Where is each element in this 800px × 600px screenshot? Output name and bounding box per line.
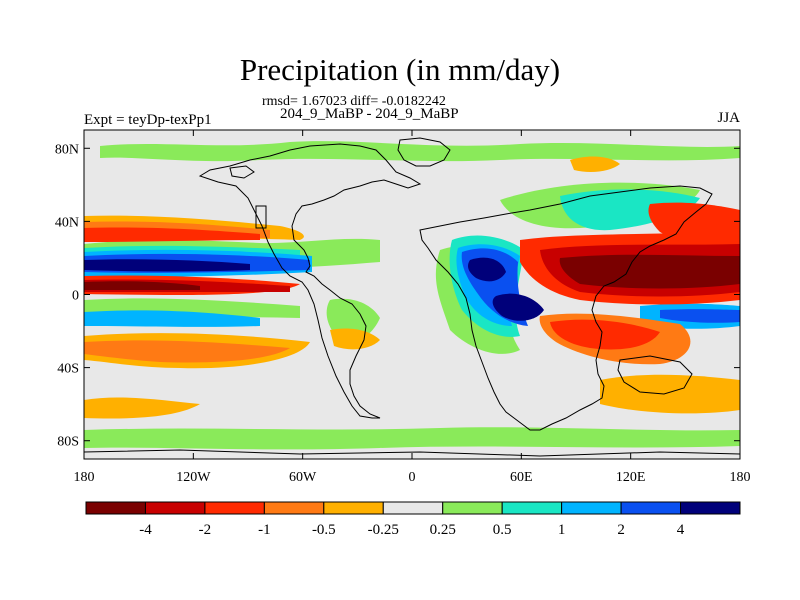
colorbar-swatch: [263, 501, 325, 515]
precip-blob-nw-pacific-red: [648, 202, 740, 249]
precip-blob-asia-darkestred: [559, 254, 740, 289]
lat-axis: 80N 40N 0 40S 80S: [55, 142, 740, 450]
precip-blob-indian-navy: [492, 293, 544, 321]
lon-tick-label: 60E: [510, 470, 533, 485]
map-panel: 80N 40N 0 40S 80S 180 120W 60W 0 60E 120E 180: [55, 129, 751, 485]
precip-band-s-atlantic-yellow: [330, 328, 380, 350]
precip-band-n-pacific-red: [84, 227, 260, 242]
colorbar-swatch: [144, 501, 206, 515]
colorbar-swatch: [323, 501, 384, 515]
lon-tick-label: 120W: [176, 470, 211, 485]
precip-band-e-pacific-navy: [84, 259, 250, 272]
precip-band-s-pacific-orange: [84, 340, 290, 363]
colorbar-label: -0.5: [312, 522, 336, 538]
precip-band-indian-s-yellow: [600, 374, 740, 414]
colorbar-swatch: [501, 501, 563, 515]
colorbar-label: 2: [617, 522, 625, 538]
comparison-label: 204_9_MaBP - 204_9_MaBP: [280, 106, 459, 122]
colorbar-label: -2: [199, 522, 212, 538]
precip-blob-w-pacific-blue: [660, 309, 740, 323]
coastline-americas: [198, 143, 422, 419]
colorbar-swatch: [204, 501, 265, 515]
colorbar-label: -1: [258, 522, 271, 538]
colorbar-swatch: [620, 501, 682, 515]
colorbar-label: -4: [139, 522, 152, 538]
colorbar-swatch: [382, 501, 444, 515]
continent-outlines: [84, 137, 740, 457]
precip-band-s-ocean-yellow: [84, 397, 200, 419]
coastline-eurasia-africa: [419, 185, 713, 431]
colorbar-label: 0.5: [493, 522, 512, 538]
lat-tick-label: 80N: [55, 142, 79, 157]
lon-tick-label: 180: [74, 470, 95, 485]
precip-blob-arabia-navy: [468, 257, 506, 282]
precip-band-s-ocean: [84, 427, 740, 450]
colorbar-swatch: [442, 501, 503, 515]
colorbar-label: 0.25: [430, 522, 456, 538]
colorbar-swatch: [680, 501, 741, 515]
colorbar: -4 -2 -1 -0.5 -0.25 0.25 0.5 1 2 4: [85, 501, 741, 538]
lat-tick-label: 80S: [57, 435, 79, 450]
stats-line: rmsd= 1.67023 diff= -0.0182242: [262, 94, 446, 109]
lon-axis: 180 120W 60W 0 60E 120E 180: [74, 130, 751, 485]
precip-band-arctic: [100, 141, 740, 162]
season-label: JJA: [717, 110, 740, 126]
precip-blob-n-atlantic-yellow: [570, 156, 620, 172]
lat-tick-label: 40N: [55, 215, 79, 230]
lat-tick-label: 0: [72, 289, 79, 304]
coastline-arctic-islands: [229, 165, 267, 229]
colorbar-swatch: [561, 501, 622, 515]
precip-blob-asia-cyan: [560, 189, 700, 231]
colorbar-label: 1: [558, 522, 566, 538]
precip-band-e-pacific-darkestred: [84, 281, 200, 290]
coastline-australia: [617, 355, 693, 395]
experiment-label: Expt = teyDp-texPp1: [84, 112, 212, 128]
lon-tick-label: 180: [730, 470, 751, 485]
colorbar-swatch: [85, 501, 146, 515]
lat-tick-label: 40S: [57, 362, 79, 377]
figure-title: Precipitation (in mm/day): [239, 52, 561, 87]
precip-field: [84, 141, 740, 450]
colorbar-label: -0.25: [368, 522, 399, 538]
lon-tick-label: 60W: [289, 470, 317, 485]
colorbar-label: 4: [677, 522, 685, 538]
precip-band-s-pacific-lightblue: [84, 310, 260, 327]
lon-tick-label: 0: [409, 470, 416, 485]
precip-blob-indian-red: [550, 319, 660, 350]
lon-tick-label: 120E: [616, 470, 646, 485]
coastline-antarctica: [84, 449, 740, 457]
coastline-greenland: [397, 137, 451, 167]
